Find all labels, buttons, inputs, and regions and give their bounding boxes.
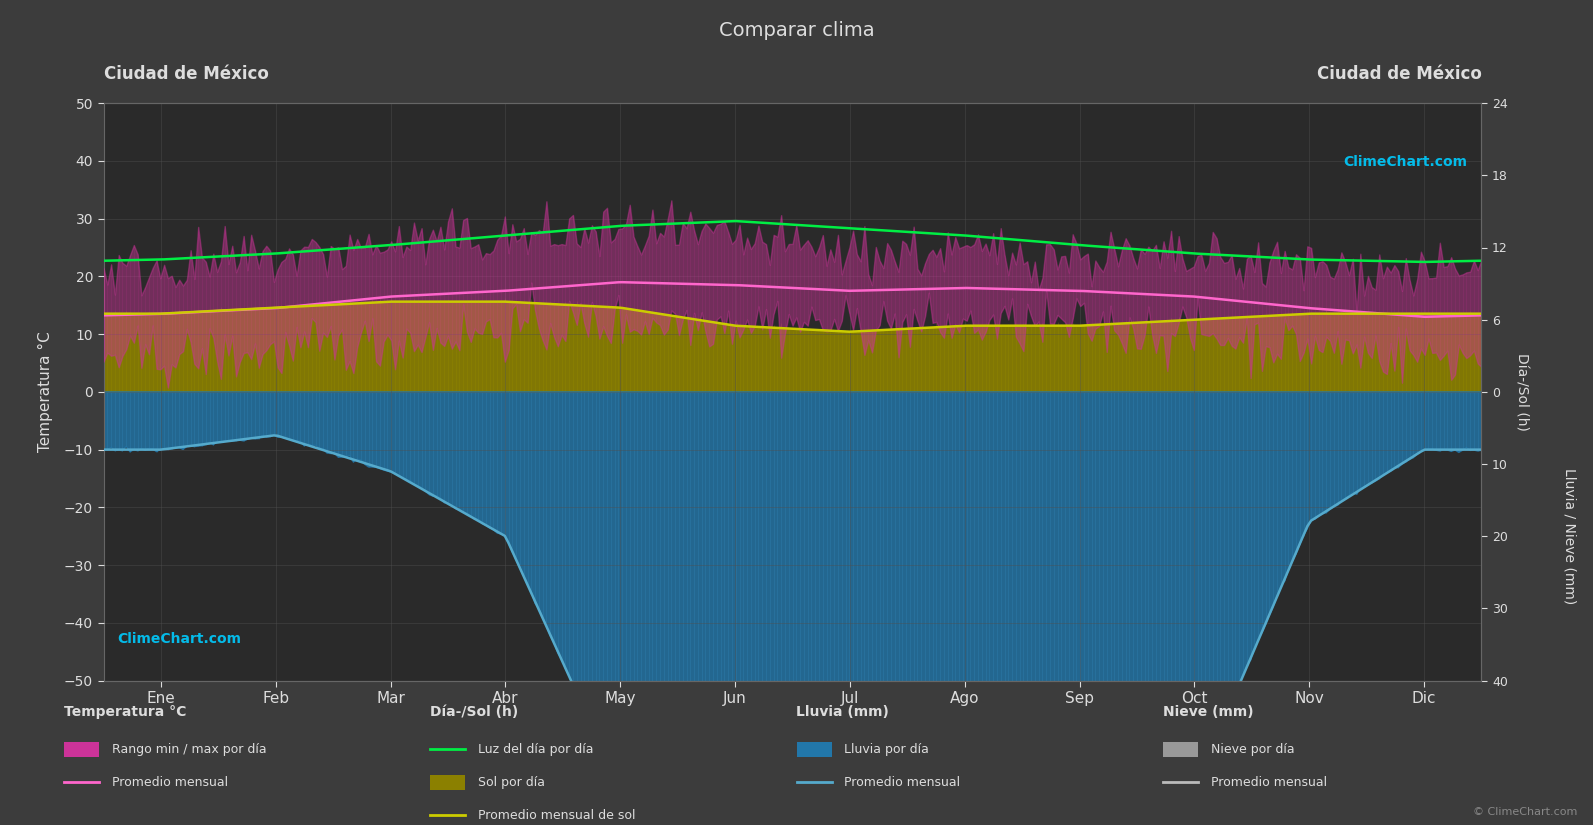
Text: Sol por día: Sol por día xyxy=(478,776,545,789)
Text: Promedio mensual de sol: Promedio mensual de sol xyxy=(478,808,636,822)
Text: © ClimeChart.com: © ClimeChart.com xyxy=(1472,807,1577,817)
Text: Comparar clima: Comparar clima xyxy=(718,21,875,40)
Text: Promedio mensual: Promedio mensual xyxy=(112,776,228,789)
Text: Nieve (mm): Nieve (mm) xyxy=(1163,705,1254,719)
Text: Ciudad de México: Ciudad de México xyxy=(104,65,268,83)
Text: Lluvia por día: Lluvia por día xyxy=(844,742,929,756)
Text: Rango min / max por día: Rango min / max por día xyxy=(112,742,266,756)
Text: ClimeChart.com: ClimeChart.com xyxy=(118,632,241,646)
Text: Día-/Sol (h): Día-/Sol (h) xyxy=(430,705,518,719)
Text: Lluvia / Nieve (mm): Lluvia / Nieve (mm) xyxy=(1563,468,1575,605)
Text: Promedio mensual: Promedio mensual xyxy=(1211,776,1327,789)
Text: Luz del día por día: Luz del día por día xyxy=(478,742,594,756)
Text: Promedio mensual: Promedio mensual xyxy=(844,776,961,789)
Text: Nieve por día: Nieve por día xyxy=(1211,742,1294,756)
Text: Temperatura °C: Temperatura °C xyxy=(64,705,186,719)
Text: ClimeChart.com: ClimeChart.com xyxy=(1344,155,1467,169)
Text: Lluvia (mm): Lluvia (mm) xyxy=(796,705,889,719)
Y-axis label: Día-/Sol (h): Día-/Sol (h) xyxy=(1515,353,1529,431)
Text: Ciudad de México: Ciudad de México xyxy=(1317,65,1481,83)
Y-axis label: Temperatura °C: Temperatura °C xyxy=(38,332,53,452)
